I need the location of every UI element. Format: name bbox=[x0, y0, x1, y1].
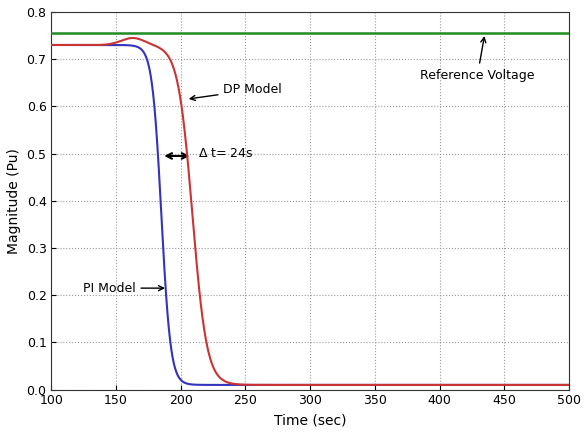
Text: PI Model: PI Model bbox=[83, 282, 163, 295]
Text: DP Model: DP Model bbox=[191, 83, 282, 100]
X-axis label: Time (sec): Time (sec) bbox=[274, 413, 346, 427]
Text: Reference Voltage: Reference Voltage bbox=[420, 37, 534, 82]
Y-axis label: Magnitude (Pu): Magnitude (Pu) bbox=[7, 148, 21, 254]
Text: $\Delta$ t= 24s: $\Delta$ t= 24s bbox=[198, 147, 253, 160]
